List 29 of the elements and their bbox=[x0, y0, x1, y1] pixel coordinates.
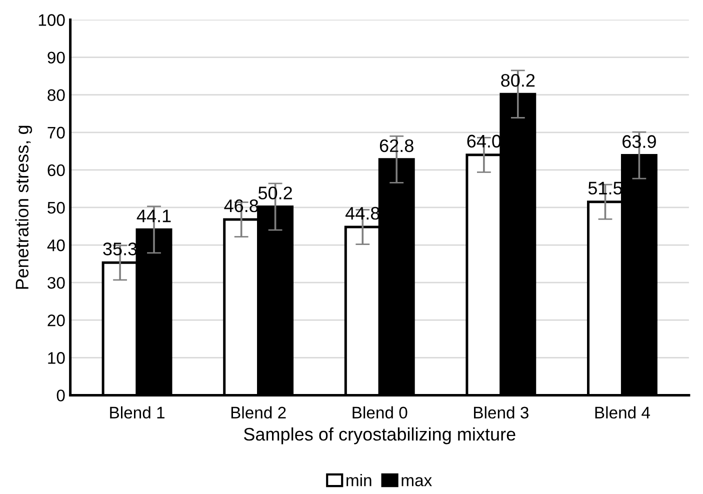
y-tick-label: 80 bbox=[48, 89, 65, 102]
data-label: 50.2 bbox=[258, 186, 292, 200]
x-tick-label: Blend 0 bbox=[352, 406, 408, 419]
y-tick-label: 30 bbox=[48, 276, 65, 289]
data-label: 44.1 bbox=[136, 210, 171, 222]
y-tick-label: 0 bbox=[56, 390, 65, 402]
y-tick-label: 50 bbox=[48, 202, 65, 214]
y-tick-label: 20 bbox=[48, 314, 65, 326]
data-label: 62.8 bbox=[380, 139, 414, 152]
y-tick-label: 10 bbox=[48, 352, 65, 364]
legend-label: max bbox=[402, 477, 432, 486]
data-label: 63.9 bbox=[622, 135, 656, 148]
x-tick-label: Blend 1 bbox=[110, 406, 164, 419]
data-label: 44.8 bbox=[345, 206, 380, 220]
x-tick-label: Blend 4 bbox=[595, 406, 650, 419]
y-axis-title: Penetration stress, g bbox=[15, 126, 32, 289]
x-axis-title: Samples of cryostabilizing mixture bbox=[244, 427, 516, 444]
y-tick-label: 100 bbox=[38, 14, 65, 26]
data-label: 46.8 bbox=[224, 199, 258, 212]
y-tick-label: 70 bbox=[48, 126, 65, 139]
y-tick-label: 60 bbox=[48, 164, 65, 176]
x-tick-label: Blend 3 bbox=[474, 406, 528, 419]
data-label: 51.5 bbox=[588, 182, 622, 195]
legend-label: min bbox=[346, 474, 372, 486]
y-tick-label: 90 bbox=[48, 52, 65, 64]
data-label: 80.2 bbox=[501, 74, 535, 87]
y-tick-label: 40 bbox=[47, 239, 65, 252]
x-tick-label: Blend 2 bbox=[231, 406, 286, 419]
data-label: 35.3 bbox=[103, 242, 137, 256]
